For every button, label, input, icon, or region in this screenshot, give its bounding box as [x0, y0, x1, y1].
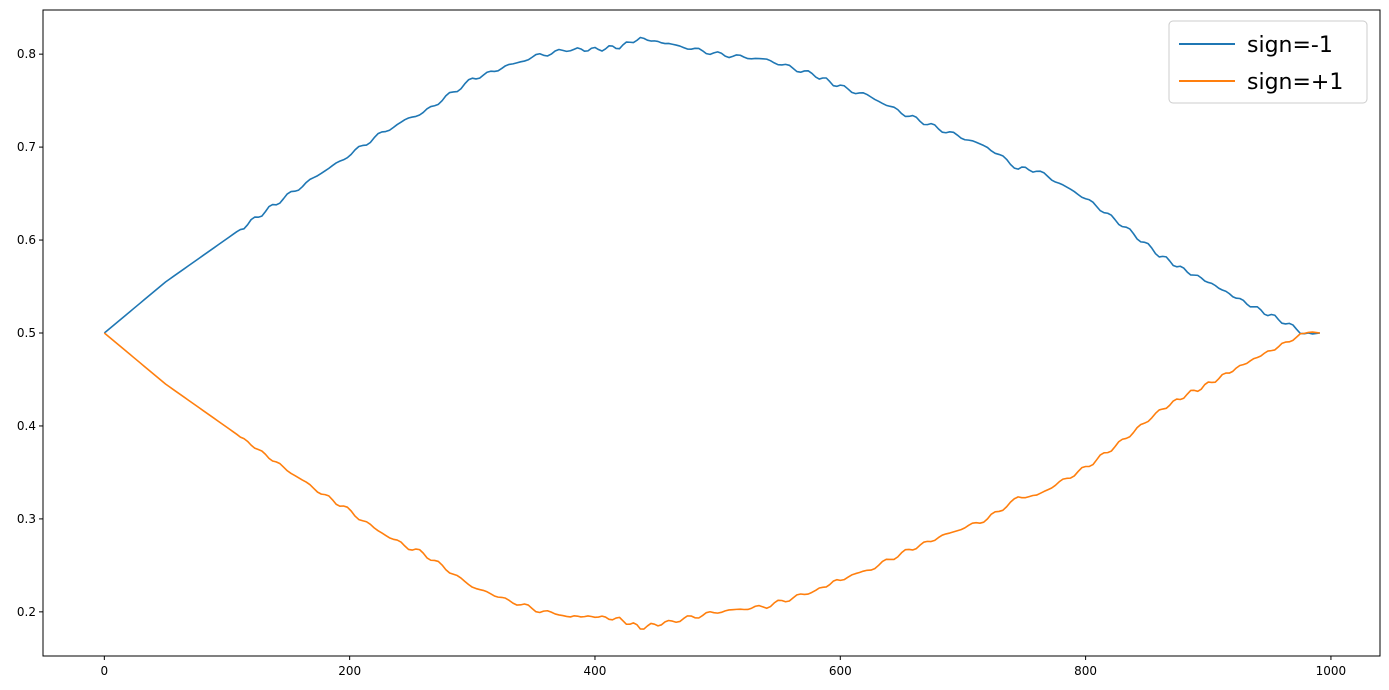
x-tick-label: 400	[584, 664, 607, 678]
series-line-sign-minus-1	[103, 36, 1320, 335]
x-tick-label: 800	[1074, 664, 1097, 678]
x-tick-label: 1000	[1316, 664, 1347, 678]
legend: sign=-1 sign=+1	[1168, 20, 1368, 104]
x-tick-label: 0	[101, 664, 109, 678]
y-tick-label: 0.7	[17, 140, 36, 154]
axes-frame	[42, 9, 1381, 657]
axes: 0 200 400 600 800 1000 0.2 0.3 0.4 0.5 0.6 0.7 0.8	[17, 9, 1381, 678]
y-tick-label: 0.2	[17, 605, 36, 619]
series-line-sign-plus-1	[103, 331, 1320, 630]
legend-box	[1168, 20, 1368, 104]
legend-label: sign=+1	[1247, 70, 1343, 95]
y-tick-label: 0.8	[17, 47, 36, 61]
legend-label: sign=-1	[1247, 33, 1333, 58]
x-tick-label: 200	[338, 664, 361, 678]
y-tick-label: 0.6	[17, 233, 36, 247]
x-tick-label: 600	[829, 664, 852, 678]
plot-area	[103, 36, 1320, 630]
y-tick-label: 0.4	[17, 419, 36, 433]
y-tick-label: 0.5	[17, 326, 36, 340]
y-tick-label: 0.3	[17, 512, 36, 526]
